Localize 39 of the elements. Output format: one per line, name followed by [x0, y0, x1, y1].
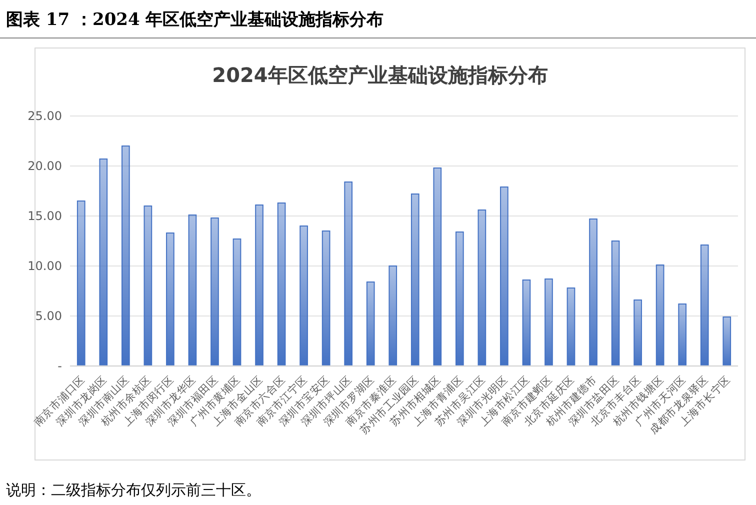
bar	[433, 168, 442, 366]
bar	[277, 202, 286, 366]
bar	[255, 204, 264, 366]
bar	[76, 200, 86, 366]
y-tick-label: 10.00	[28, 259, 62, 273]
bar	[500, 186, 508, 366]
bar	[700, 244, 709, 366]
bar	[544, 278, 553, 366]
bar	[656, 264, 664, 366]
bar	[522, 280, 531, 366]
bar	[121, 146, 130, 366]
chart-subtitle: 2024年区低空产业基础设施指标分布	[212, 63, 548, 87]
bar	[678, 304, 687, 366]
bar	[210, 218, 219, 366]
bar	[410, 194, 420, 366]
bar	[388, 266, 398, 366]
bar	[478, 210, 486, 366]
bar	[566, 288, 576, 366]
y-tick-label: 5.00	[35, 309, 62, 323]
y-tick-label: 20.00	[28, 159, 62, 173]
bar	[144, 206, 152, 366]
y-tick-label: -	[58, 359, 62, 373]
bar	[589, 218, 598, 366]
bar	[455, 232, 464, 366]
bar	[634, 300, 642, 366]
bar	[611, 240, 620, 366]
y-tick-label: 15.00	[28, 209, 62, 223]
bar	[188, 214, 197, 366]
bar	[166, 232, 174, 366]
bar	[99, 158, 108, 366]
bar	[344, 182, 353, 366]
text: 说明：二级指标分布仅列示前三十区。	[6, 481, 261, 499]
bar	[722, 316, 732, 366]
bar	[232, 238, 242, 366]
chart-title: 图表 17 ：2024 年区低空产业基础设施指标分布	[6, 10, 384, 30]
bar	[366, 282, 375, 366]
bar	[300, 226, 308, 366]
y-tick-label: 25.00	[28, 109, 62, 123]
bar	[322, 230, 330, 366]
